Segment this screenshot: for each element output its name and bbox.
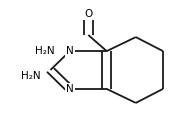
Text: O: O	[84, 9, 92, 19]
Text: N: N	[66, 46, 74, 56]
Text: N: N	[66, 84, 74, 94]
Text: H₂N: H₂N	[21, 71, 41, 81]
Text: H₂N: H₂N	[35, 46, 55, 56]
